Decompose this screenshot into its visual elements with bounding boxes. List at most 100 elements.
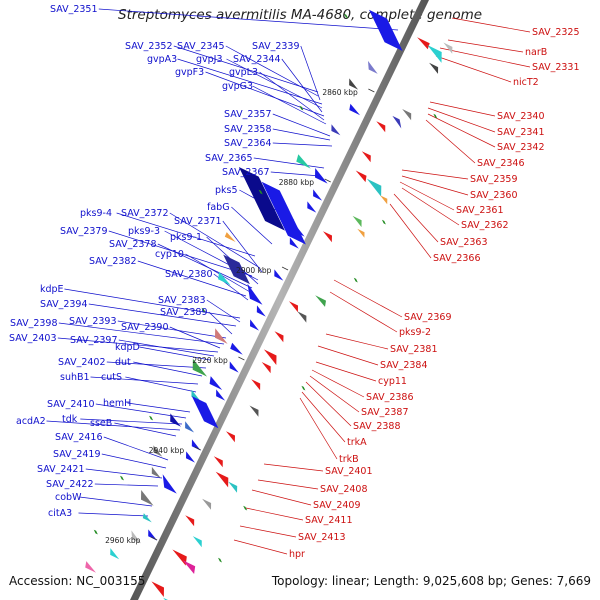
gene-label-SAV_2345[interactable]: SAV_2345 — [177, 41, 225, 52]
gene-label-SAV_2403[interactable]: SAV_2403 — [9, 333, 57, 344]
gene-label-SAV_2366[interactable]: SAV_2366 — [433, 253, 481, 264]
gene-label-dut[interactable]: dut — [115, 357, 131, 368]
leader-line — [222, 220, 263, 273]
leader-line — [108, 230, 253, 277]
gene-label-SAV_2413[interactable]: SAV_2413 — [298, 532, 346, 543]
gene-label-SAV_2351[interactable]: SAV_2351 — [50, 4, 98, 15]
gene-label-pks9-2[interactable]: pks9-2 — [399, 327, 431, 338]
gene-label-narB[interactable]: narB — [525, 47, 547, 58]
leader-line — [263, 463, 324, 472]
gene-label-SAV_2357[interactable]: SAV_2357 — [224, 109, 272, 120]
gene-label-SAV_2382[interactable]: SAV_2382 — [89, 256, 137, 267]
leader-line — [427, 113, 496, 148]
gene-label-SAV_2422[interactable]: SAV_2422 — [46, 479, 94, 490]
gene-label-pks9-3[interactable]: pks9-3 — [128, 226, 160, 237]
gene-label-SAV_2367[interactable]: SAV_2367 — [222, 167, 270, 178]
gene-label-SAV_2421[interactable]: SAV_2421 — [37, 464, 85, 475]
leader-line — [252, 85, 327, 125]
gene-label-cyp11[interactable]: cyp11 — [378, 376, 407, 387]
gene-label-SAV_2409[interactable]: SAV_2409 — [313, 500, 361, 511]
gene-label-pks9-1[interactable]: pks9-1 — [170, 232, 202, 243]
gene-label-gvpA3[interactable]: gvpA3 — [147, 54, 177, 65]
gene-label-gvpF3[interactable]: gvpF3 — [175, 67, 204, 78]
rna-marker — [353, 277, 358, 283]
gene-label-SAV_2394[interactable]: SAV_2394 — [40, 299, 88, 310]
gene-label-gvpG3[interactable]: gvpG3 — [222, 81, 253, 92]
gene-label-SAV_2325[interactable]: SAV_2325 — [532, 27, 580, 38]
gene-label-pks5[interactable]: pks5 — [215, 185, 238, 196]
gene-label-SAV_2361[interactable]: SAV_2361 — [456, 205, 504, 216]
gene-label-SAV_2359[interactable]: SAV_2359 — [470, 174, 518, 185]
gene-label-fabG[interactable]: fabG — [207, 202, 230, 213]
gene-label-SAV_2386[interactable]: SAV_2386 — [366, 392, 414, 403]
forward-gene-arrow — [141, 490, 154, 506]
gene-label-acdA2[interactable]: acdA2 — [16, 416, 46, 427]
gene-label-SAV_2384[interactable]: SAV_2384 — [380, 360, 428, 371]
gene-label-SAV_2344[interactable]: SAV_2344 — [233, 54, 281, 65]
gene-label-SAV_2390[interactable]: SAV_2390 — [121, 322, 169, 333]
gene-label-trkB[interactable]: trkB — [339, 454, 359, 465]
gene-label-SAV_2340[interactable]: SAV_2340 — [497, 111, 545, 122]
gene-label-tdk[interactable]: tdk — [62, 414, 78, 425]
gene-label-SAV_2352[interactable]: SAV_2352 — [125, 41, 173, 52]
gene-label-SAV_2358[interactable]: SAV_2358 — [224, 124, 272, 135]
reverse-gene-arrow — [182, 560, 196, 574]
forward-gene-arrow — [274, 269, 284, 281]
gene-label-SAV_2416[interactable]: SAV_2416 — [55, 432, 103, 443]
gene-label-SAV_2379[interactable]: SAV_2379 — [60, 226, 108, 237]
gene-label-SAV_2402[interactable]: SAV_2402 — [58, 357, 106, 368]
gene-label-citA3[interactable]: citA3 — [48, 508, 72, 519]
gene-label-kdpE[interactable]: kdpE — [40, 284, 64, 295]
gene-label-SAV_2365[interactable]: SAV_2365 — [205, 153, 253, 164]
gene-label-SAV_2369[interactable]: SAV_2369 — [404, 312, 452, 323]
gene-label-cutS[interactable]: cutS — [101, 372, 122, 383]
gene-label-nicT2[interactable]: nicT2 — [513, 77, 539, 88]
gene-label-SAV_2408[interactable]: SAV_2408 — [320, 484, 368, 495]
gene-label-SAV_2387[interactable]: SAV_2387 — [361, 407, 409, 418]
leader-line — [177, 58, 323, 105]
leader-line — [231, 206, 273, 245]
gene-label-hpr[interactable]: hpr — [289, 549, 305, 560]
gene-label-hemH[interactable]: hemH — [103, 398, 131, 409]
gene-label-SAV_2419[interactable]: SAV_2419 — [53, 449, 101, 460]
gene-label-SAV_2364[interactable]: SAV_2364 — [224, 138, 272, 149]
gene-label-pks9-4[interactable]: pks9-4 — [80, 208, 112, 219]
gene-label-SAV_2401[interactable]: SAV_2401 — [325, 466, 373, 477]
accession-text: Accession: NC_003155 — [9, 574, 146, 588]
gene-label-trkA[interactable]: trkA — [347, 437, 367, 448]
reverse-gene-arrow — [249, 405, 259, 417]
gene-label-SAV_2397[interactable]: SAV_2397 — [70, 335, 118, 346]
gene-label-SAV_2341[interactable]: SAV_2341 — [497, 127, 545, 138]
forward-gene-arrow — [296, 154, 311, 169]
gene-label-cyp10[interactable]: cyp10 — [155, 249, 184, 260]
gene-label-SAV_2383[interactable]: SAV_2383 — [158, 295, 206, 306]
gene-label-SAV_2339[interactable]: SAV_2339 — [252, 41, 300, 52]
gene-label-SAV_2388[interactable]: SAV_2388 — [353, 421, 401, 432]
gene-label-SAV_2331[interactable]: SAV_2331 — [532, 62, 580, 73]
gene-label-gvpL3[interactable]: gvpL3 — [229, 67, 258, 78]
gene-label-SAV_2393[interactable]: SAV_2393 — [69, 316, 117, 327]
gene-label-SAV_2381[interactable]: SAV_2381 — [390, 344, 438, 355]
gene-label-SAV_2398[interactable]: SAV_2398 — [10, 318, 58, 329]
gene-label-SAV_2378[interactable]: SAV_2378 — [109, 239, 157, 250]
gene-label-SAV_2360[interactable]: SAV_2360 — [470, 190, 518, 201]
gene-label-SAV_2363[interactable]: SAV_2363 — [440, 237, 488, 248]
gene-label-SAV_2371[interactable]: SAV_2371 — [174, 216, 222, 227]
gene-label-suhB1[interactable]: suhB1 — [60, 372, 90, 383]
reverse-gene-arrow — [366, 178, 382, 197]
gene-label-SAV_2372[interactable]: SAV_2372 — [121, 208, 169, 219]
gene-label-SAV_2389[interactable]: SAV_2389 — [160, 307, 208, 318]
gene-label-SAV_2342[interactable]: SAV_2342 — [497, 142, 545, 153]
gene-label-kdpD[interactable]: kdpD — [115, 342, 140, 353]
gene-label-gvpJ3[interactable]: gvpJ3 — [196, 54, 223, 65]
reverse-gene-arrow — [274, 331, 284, 343]
gene-label-SAV_2346[interactable]: SAV_2346 — [477, 158, 525, 169]
gene-label-SAV_2411[interactable]: SAV_2411 — [305, 515, 353, 526]
leader-line — [399, 181, 455, 211]
gene-label-sseB[interactable]: sseB — [90, 418, 112, 429]
leader-line — [253, 157, 325, 169]
gene-label-cobW[interactable]: cobW — [55, 492, 82, 503]
gene-label-SAV_2410[interactable]: SAV_2410 — [47, 399, 95, 410]
gene-label-SAV_2380[interactable]: SAV_2380 — [165, 269, 213, 280]
gene-label-SAV_2362[interactable]: SAV_2362 — [461, 220, 509, 231]
